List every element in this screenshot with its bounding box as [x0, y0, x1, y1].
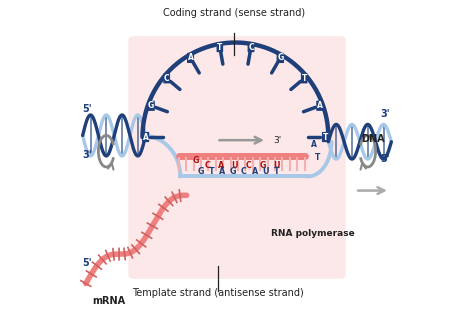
Text: 3': 3' — [82, 150, 92, 159]
Text: RNA polymerase: RNA polymerase — [271, 229, 355, 238]
Text: C: C — [204, 161, 210, 170]
Text: T: T — [217, 43, 222, 52]
Text: G: G — [198, 167, 204, 176]
Text: 3': 3' — [380, 109, 390, 118]
Text: G: G — [259, 161, 266, 170]
Text: G: G — [277, 54, 283, 62]
Text: A: A — [317, 101, 323, 110]
Text: U: U — [231, 161, 238, 170]
Text: C: C — [241, 167, 247, 176]
Text: U: U — [262, 167, 269, 176]
Text: C: C — [248, 43, 254, 52]
Text: A: A — [143, 133, 148, 141]
Text: T: T — [301, 74, 307, 83]
Text: T: T — [315, 153, 320, 162]
Text: T: T — [273, 167, 279, 176]
Text: C: C — [246, 161, 252, 170]
Text: 5': 5' — [82, 104, 92, 114]
Text: Template strand (antisense strand): Template strand (antisense strand) — [132, 288, 304, 298]
Text: G: G — [230, 167, 237, 176]
Text: U: U — [273, 161, 280, 170]
Text: 5': 5' — [380, 154, 390, 164]
Text: mRNA: mRNA — [92, 296, 125, 306]
Text: A: A — [219, 167, 226, 176]
Text: 3': 3' — [273, 136, 282, 145]
Text: DNA: DNA — [361, 134, 385, 144]
Text: A: A — [252, 167, 258, 176]
Text: G: G — [193, 156, 199, 165]
Text: A: A — [311, 140, 317, 149]
Text: 5': 5' — [82, 258, 92, 268]
Text: T: T — [322, 133, 328, 141]
Text: T: T — [209, 167, 214, 176]
Text: A: A — [188, 54, 193, 62]
Text: A: A — [218, 161, 224, 170]
Text: C: C — [164, 74, 170, 83]
FancyBboxPatch shape — [128, 36, 346, 279]
Text: Coding strand (sense strand): Coding strand (sense strand) — [163, 8, 305, 18]
Text: G: G — [148, 101, 154, 110]
